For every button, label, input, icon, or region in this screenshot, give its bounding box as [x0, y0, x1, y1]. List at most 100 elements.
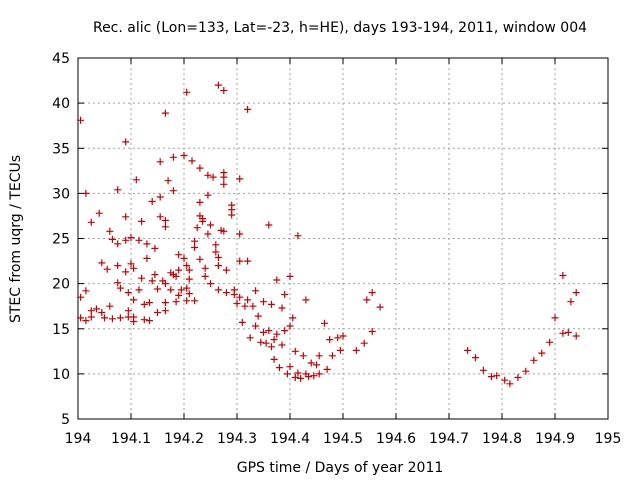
data-point	[376, 303, 384, 311]
data-point	[254, 312, 262, 320]
data-point	[286, 272, 294, 280]
data-point	[122, 236, 130, 244]
data-point	[138, 217, 146, 225]
data-point	[268, 343, 275, 351]
data-point	[572, 289, 580, 297]
data-point	[334, 334, 342, 342]
data-point	[257, 338, 265, 346]
data-point	[135, 286, 143, 294]
data-point	[161, 280, 169, 288]
data-point	[127, 260, 135, 268]
data-point	[323, 365, 331, 373]
data-point	[185, 266, 193, 274]
data-point	[151, 244, 159, 252]
data-point	[122, 213, 130, 221]
data-point	[252, 287, 260, 295]
data-point	[130, 264, 138, 272]
x-tick-label: 194.8	[482, 431, 522, 447]
data-point	[108, 315, 116, 323]
data-point	[572, 332, 580, 340]
data-point	[156, 193, 164, 201]
data-point	[183, 284, 191, 292]
data-point	[286, 363, 294, 371]
x-tick-label: 194.7	[429, 431, 469, 447]
data-point	[278, 304, 286, 312]
data-point	[169, 187, 177, 195]
data-point	[122, 268, 130, 276]
data-point	[175, 251, 183, 259]
y-tick-label: 30	[52, 186, 70, 202]
y-tick-label: 35	[52, 141, 70, 157]
data-point	[270, 355, 278, 363]
data-point	[236, 175, 244, 183]
data-point	[246, 334, 254, 342]
data-point	[201, 264, 209, 272]
data-point	[220, 87, 228, 94]
x-tick-label: 194.4	[270, 431, 310, 447]
data-point	[506, 380, 514, 388]
data-point	[108, 235, 116, 243]
data-point	[220, 227, 228, 235]
data-point	[564, 328, 572, 336]
data-point	[199, 217, 207, 225]
data-point	[122, 138, 130, 146]
data-point	[87, 218, 95, 226]
data-point	[207, 221, 214, 229]
data-point	[222, 289, 230, 297]
data-point	[493, 372, 501, 380]
data-point	[472, 354, 479, 362]
data-point	[164, 177, 172, 185]
data-point	[98, 309, 106, 316]
data-point	[148, 198, 156, 205]
data-point	[214, 286, 222, 294]
data-point	[138, 274, 146, 282]
data-point	[116, 314, 124, 322]
data-point	[273, 330, 281, 338]
data-point	[161, 109, 169, 117]
data-point	[101, 314, 108, 322]
y-tick-label: 5	[61, 412, 70, 428]
data-point	[106, 227, 114, 235]
data-point	[127, 234, 135, 242]
data-point	[191, 297, 199, 305]
data-point	[265, 327, 273, 335]
data-point	[479, 366, 487, 374]
data-point	[185, 290, 193, 298]
data-point	[307, 359, 315, 367]
data-point	[352, 346, 360, 354]
data-point	[241, 302, 249, 310]
data-point	[244, 257, 252, 265]
data-point	[321, 319, 328, 327]
data-point	[77, 293, 85, 301]
data-point	[212, 248, 220, 256]
data-point	[196, 164, 204, 172]
y-tick-label: 15	[52, 322, 70, 338]
data-point	[567, 298, 575, 306]
data-point	[268, 300, 275, 308]
data-point	[161, 216, 169, 224]
data-points	[77, 81, 580, 388]
data-point	[183, 297, 191, 305]
data-point	[146, 317, 153, 325]
data-point	[151, 271, 159, 279]
data-point	[302, 296, 310, 304]
data-point	[161, 307, 169, 315]
data-point	[154, 309, 161, 316]
data-point	[273, 276, 281, 284]
data-point	[514, 374, 522, 381]
data-point	[368, 328, 376, 335]
data-point	[501, 376, 509, 384]
data-point	[156, 213, 164, 221]
data-point	[260, 328, 267, 336]
data-point	[233, 300, 241, 307]
data-point	[297, 374, 305, 382]
data-point	[230, 291, 238, 298]
data-point	[130, 296, 138, 304]
data-point	[156, 158, 164, 166]
data-point	[177, 286, 185, 294]
x-tick-label: 194	[65, 431, 92, 447]
data-point	[167, 286, 175, 294]
data-point	[214, 81, 222, 89]
y-axis-label: STEC from uqrg / TECUs	[8, 155, 24, 323]
